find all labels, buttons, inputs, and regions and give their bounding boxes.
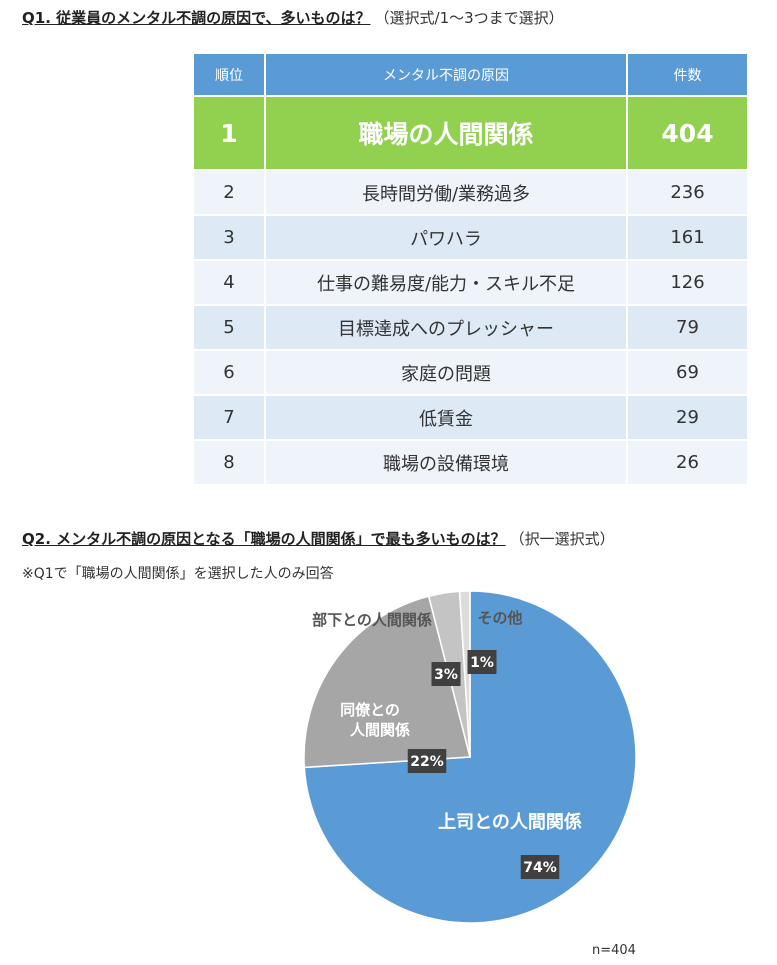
table-header-row: 順位 メンタル不調の原因 件数 [194, 54, 747, 95]
count-cell: 79 [628, 304, 747, 349]
header-reason: メンタル不調の原因 [266, 54, 628, 95]
q2-heading: Q2. メンタル不調の原因となる「職場の人間関係」で最も多いものは？ （択一選択式… [22, 528, 615, 549]
q2-title: Q2. メンタル不調の原因となる「職場の人間関係」で最も多いものは？ [22, 530, 506, 548]
reason-cell: 仕事の難易度/能力・スキル不足 [266, 259, 628, 304]
reason-cell: 職場の人間関係 [266, 95, 628, 169]
count-cell: 161 [628, 214, 747, 259]
slice-value-label: 74% [520, 855, 560, 879]
pie-slice [458, 590, 471, 758]
reason-cell: 低賃金 [266, 394, 628, 439]
reason-cell: 目標達成へのプレッシャー [266, 304, 628, 349]
slice-label: 上司との人間関係 [438, 811, 582, 833]
count-cell: 404 [628, 95, 747, 169]
table-row: 8 職場の設備環境 26 [194, 439, 747, 484]
q1-subtitle: （選択式/1～3つまで選択） [374, 9, 564, 27]
ranking-table: 順位 メンタル不調の原因 件数 1 職場の人間関係 404 2 長時間労働/業務… [194, 54, 747, 484]
rank-cell: 5 [194, 304, 266, 349]
svg-text:3%: 3% [434, 667, 458, 683]
svg-text:74%: 74% [523, 860, 557, 876]
sample-size-label: n=404 [592, 943, 636, 958]
slice-label: その他 [477, 609, 522, 627]
rank-cell: 6 [194, 349, 266, 394]
table-row: 5 目標達成へのプレッシャー 79 [194, 304, 747, 349]
rank-cell: 3 [194, 214, 266, 259]
svg-text:1%: 1% [470, 655, 494, 671]
slice-value-label: 1% [467, 650, 497, 674]
q2-subtitle: （択一選択式） [509, 530, 615, 548]
slice-label: 同僚との人間関係 [340, 701, 410, 739]
svg-text:22%: 22% [410, 754, 444, 770]
table-row: 2 長時間労働/業務過多 236 [194, 169, 747, 214]
slice-value-label: 3% [431, 662, 461, 686]
reason-cell: 職場の設備環境 [266, 439, 628, 484]
count-cell: 26 [628, 439, 747, 484]
table-row: 3 パワハラ 161 [194, 214, 747, 259]
header-count: 件数 [628, 54, 747, 95]
q2-note: ※Q1で「職場の人間関係」を選択した人のみ回答 [22, 566, 334, 582]
q1-heading: Q1. 従業員のメンタル不調の原因で、多いものは？ （選択式/1～3つまで選択） [22, 7, 564, 28]
reason-cell: 長時間労働/業務過多 [266, 169, 628, 214]
rank-cell: 1 [194, 95, 266, 169]
count-cell: 29 [628, 394, 747, 439]
count-cell: 126 [628, 259, 747, 304]
q1-title: Q1. 従業員のメンタル不調の原因で、多いものは？ [22, 9, 371, 27]
table-row: 7 低賃金 29 [194, 394, 747, 439]
count-cell: 236 [628, 169, 747, 214]
table-row: 6 家庭の問題 69 [194, 349, 747, 394]
pie-slice [303, 595, 471, 769]
reason-cell: 家庭の問題 [266, 349, 628, 394]
rank-cell: 8 [194, 439, 266, 484]
rank-cell: 4 [194, 259, 266, 304]
table-row: 1 職場の人間関係 404 [194, 95, 747, 169]
table-row: 4 仕事の難易度/能力・スキル不足 126 [194, 259, 747, 304]
slice-value-label: 22% [407, 749, 447, 773]
rank-cell: 2 [194, 169, 266, 214]
reason-cell: パワハラ [266, 214, 628, 259]
header-rank: 順位 [194, 54, 266, 95]
rank-cell: 7 [194, 394, 266, 439]
slice-label: 部下との人間関係 [312, 611, 432, 629]
count-cell: 69 [628, 349, 747, 394]
